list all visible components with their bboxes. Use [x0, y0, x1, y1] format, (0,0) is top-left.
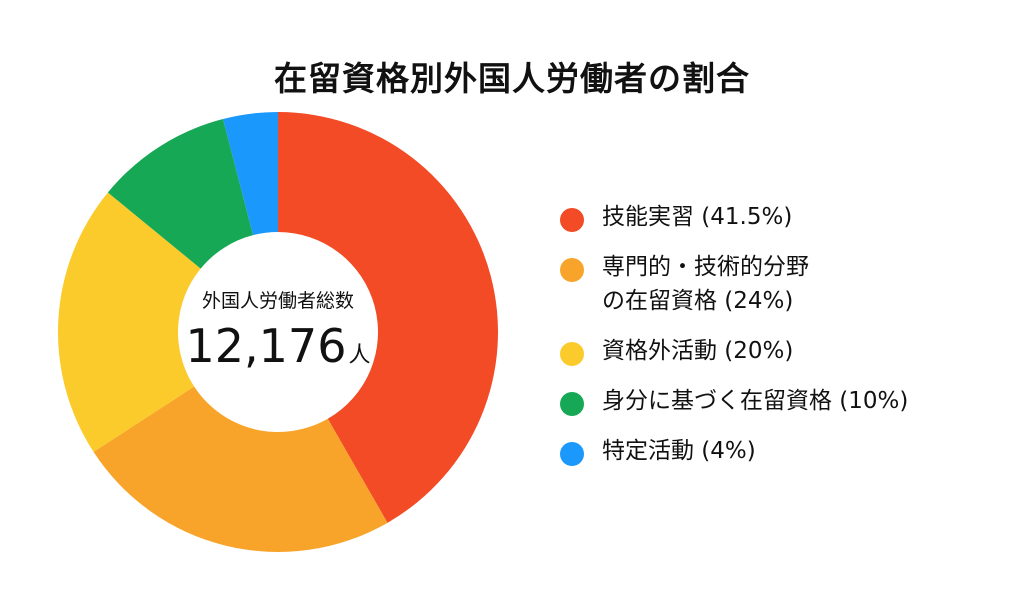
legend-label: 身分に基づく在留資格 (10%): [602, 388, 909, 414]
legend-label: 特定活動 (4%): [602, 438, 756, 464]
donut-slice: [278, 112, 498, 523]
donut-slice: [58, 192, 201, 452]
chart-title: 在留資格別外国人労働者の割合: [274, 59, 750, 98]
donut-slice: [107, 118, 254, 269]
center-unit: 人: [348, 343, 371, 368]
legend: 技能実習 (41.5%) 専門的・技術的分野 の在留資格 (24%) 資格外活動…: [560, 200, 1000, 484]
center-caption: 外国人労働者総数: [201, 290, 354, 312]
legend-dot: [560, 392, 584, 416]
legend-label: 専門的・技術的分野 の在留資格 (24%): [602, 254, 809, 314]
center-total-wrap: 12,176人: [58, 320, 498, 382]
legend-dot: [560, 442, 584, 466]
legend-item: 特定活動 (4%): [560, 434, 1000, 468]
legend-item: 身分に基づく在留資格 (10%): [560, 384, 1000, 418]
legend-dot: [560, 258, 584, 282]
donut-svg: [58, 112, 498, 552]
legend-item: 専門的・技術的分野 の在留資格 (24%): [560, 250, 1000, 318]
donut-slice: [223, 112, 278, 236]
center-total: 12,176: [185, 319, 347, 373]
legend-label: 資格外活動 (20%): [602, 338, 794, 364]
legend-item: 資格外活動 (20%): [560, 334, 1000, 368]
legend-dot: [560, 208, 584, 232]
donut-slice: [93, 386, 388, 552]
legend-label: 技能実習 (41.5%): [602, 204, 793, 230]
legend-item: 技能実習 (41.5%): [560, 200, 1000, 234]
legend-dot: [560, 342, 584, 366]
donut-chart: 外国人労働者総数 12,176人: [58, 112, 498, 552]
